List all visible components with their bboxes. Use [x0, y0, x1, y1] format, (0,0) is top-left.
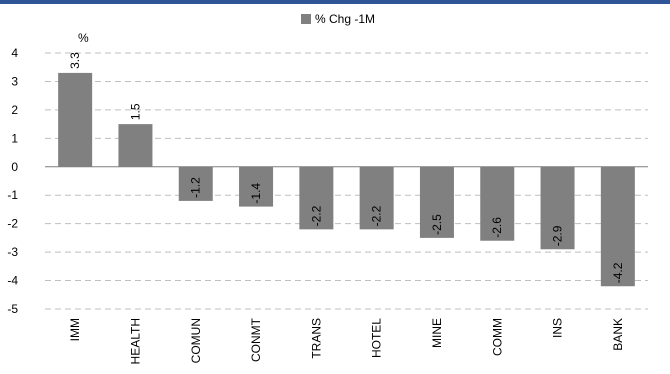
data-label: 3.3	[68, 52, 82, 69]
bar	[419, 166, 454, 238]
y-tick-label: -3	[7, 245, 18, 259]
y-tick-label: -5	[7, 302, 18, 316]
y-tick-label: 1	[11, 131, 18, 145]
bar	[239, 166, 274, 207]
bar	[58, 72, 93, 167]
data-label: -2.6	[490, 217, 504, 238]
y-tick-label: -2	[7, 217, 18, 231]
x-tick-label: COMUN	[189, 318, 203, 363]
x-tick-label: INS	[551, 318, 565, 338]
x-tick-label: COMM	[490, 318, 504, 356]
x-tick-label: HOTEL	[370, 318, 384, 358]
data-label: -4.2	[611, 262, 625, 283]
y-tick-label: -4	[7, 274, 18, 288]
y-tick-label: 4	[11, 46, 18, 60]
x-tick-label: BANK	[611, 318, 625, 351]
x-axis-ticks: IMM HEALTH COMUN CONMT TRANS HOTEL MINE COMM INS…	[68, 317, 625, 364]
bar	[480, 166, 515, 241]
y-tick-label: 3	[11, 74, 18, 88]
x-tick-label: CONMT	[249, 317, 263, 362]
y-unit-label: %	[78, 31, 89, 45]
legend-swatch	[301, 14, 311, 24]
bar	[118, 124, 153, 167]
y-tick-label: 0	[11, 160, 18, 174]
data-label: -2.2	[309, 205, 323, 226]
data-label: 1.5	[128, 103, 142, 120]
y-tick-label: 2	[11, 103, 18, 117]
data-label: -2.5	[430, 214, 444, 235]
x-tick-label: HEALTH	[128, 318, 142, 364]
x-tick-label: TRANS	[309, 318, 323, 359]
bar	[299, 166, 334, 230]
x-tick-label: IMM	[68, 318, 82, 341]
data-label: -1.4	[249, 183, 263, 204]
data-label: -2.2	[370, 205, 384, 226]
x-tick-label: MINE	[430, 318, 444, 348]
legend-label: % Chg -1M	[315, 12, 375, 26]
data-label: -1.2	[189, 177, 203, 198]
y-axis-ticks: 4 3 2 1 0 -1 -2 -3 -4 -5	[7, 46, 18, 316]
top-border	[0, 0, 670, 4]
y-tick-label: -1	[7, 188, 18, 202]
bar	[600, 166, 635, 287]
bar	[359, 166, 394, 230]
bars	[58, 72, 635, 287]
bar	[178, 166, 213, 201]
data-labels: 3.3 1.5 -1.2 -1.4 -2.2 -2.2 -2.5 -2.6 -2.9 -4.2	[68, 52, 625, 283]
legend: % Chg -1M	[301, 12, 375, 26]
bar	[540, 166, 575, 250]
data-label: -2.9	[551, 225, 565, 246]
